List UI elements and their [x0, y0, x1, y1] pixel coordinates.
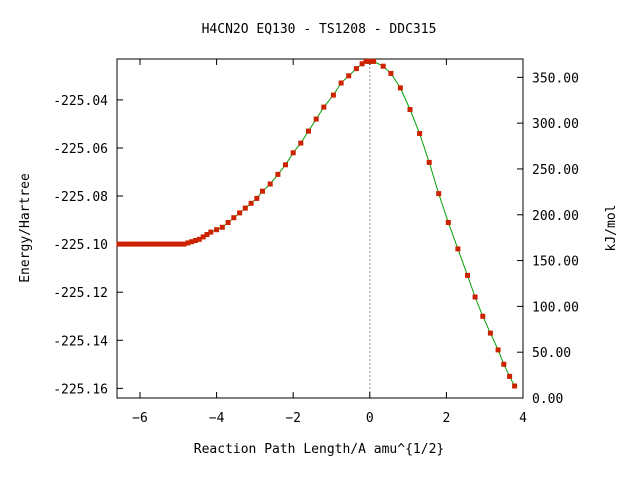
data-point-marker: [363, 58, 369, 64]
data-point-marker: [465, 272, 470, 278]
data-point-marker: [283, 162, 288, 168]
data-point-marker: [480, 313, 486, 319]
y-right-axis-label: kJ/mol: [604, 205, 619, 252]
data-point-marker: [445, 220, 451, 225]
data-point-marker: [290, 150, 296, 156]
x-tick-label: 0: [366, 411, 374, 426]
data-point-marker: [501, 361, 507, 367]
y-left-tick-label: -225.06: [53, 142, 108, 157]
data-point-marker: [231, 215, 237, 221]
y-left-axis-label: Energy/Hartree: [18, 173, 33, 283]
data-point-marker: [181, 241, 187, 247]
data-point-marker: [127, 241, 133, 247]
data-point-marker: [298, 140, 304, 146]
x-axis-label: Reaction Path Length/A amu^{1/2}: [194, 442, 444, 457]
y-right-tick-label: 350.00: [532, 71, 579, 86]
data-point-marker: [196, 236, 202, 242]
data-point-marker: [219, 224, 225, 230]
x-axis-ticks: −6 −4 −2 0 2 4: [132, 59, 527, 426]
data-point-marker: [254, 195, 260, 201]
data-point-marker: [346, 73, 352, 79]
plot-frame: [116, 58, 524, 399]
y-right-tick-label: 200.00: [532, 209, 579, 224]
data-point-marker: [353, 66, 359, 72]
data-point-marker: [359, 61, 365, 67]
data-point-marker: [170, 241, 175, 247]
data-point-marker: [225, 220, 231, 225]
data-point-marker: [507, 373, 513, 379]
data-point-marker: [120, 241, 126, 247]
data-point-marker: [487, 330, 493, 336]
data-point-marker: [267, 181, 273, 187]
y-left-axis-ticks: -225.04 -225.06 -225.08 -225.10 -225.12 -225.…: [53, 94, 123, 397]
data-point-marker: [407, 107, 413, 112]
data-point-marker: [306, 128, 311, 134]
energy-curve-line: [118, 60, 516, 387]
data-point-marker: [495, 347, 501, 353]
y-right-tick-label: 0.00: [532, 392, 563, 407]
x-tick-label: −6: [132, 411, 148, 426]
y-left-tick-label: -225.10: [53, 238, 108, 253]
data-point-marker: [248, 200, 254, 206]
data-point-marker: [330, 92, 336, 98]
data-point-marker: [177, 241, 183, 247]
data-point-marker: [154, 241, 160, 247]
x-tick-label: 4: [519, 411, 527, 426]
data-point-marker: [275, 171, 281, 177]
data-point-marker: [124, 241, 130, 247]
data-point-marker: [208, 229, 214, 235]
data-point-marker: [147, 241, 153, 247]
data-point-marker: [173, 241, 179, 247]
data-point-marker: [388, 70, 394, 76]
data-point-marker: [143, 241, 149, 247]
data-point-marker: [338, 80, 344, 86]
y-left-tick-label: -225.16: [53, 382, 108, 397]
y-left-tick-label: -225.14: [53, 334, 108, 349]
data-point-marker: [200, 234, 206, 240]
data-point-marker: [371, 58, 377, 64]
data-point-marker: [417, 131, 423, 136]
series-layer: [116, 58, 518, 389]
data-point-marker: [426, 159, 432, 165]
data-point-marker: [189, 239, 195, 245]
x-tick-label: −4: [209, 411, 225, 426]
data-point-marker: [166, 241, 172, 247]
y-right-tick-label: 250.00: [532, 163, 579, 178]
data-point-marker: [397, 85, 403, 91]
data-point-marker: [512, 383, 518, 389]
data-point-marker: [150, 241, 156, 247]
data-point-marker: [193, 238, 198, 243]
y-left-tick-label: -225.08: [53, 190, 108, 205]
data-point-marker: [131, 241, 137, 247]
data-point-marker: [321, 104, 327, 110]
data-point-marker: [237, 210, 243, 216]
data-point-marker: [162, 241, 168, 247]
data-point-marker: [116, 241, 122, 247]
data-point-marker: [436, 191, 442, 197]
y-left-tick-label: -225.04: [53, 94, 108, 109]
data-point-marker: [455, 246, 461, 252]
data-point-marker: [204, 232, 210, 237]
data-point-marker: [313, 116, 319, 122]
y-right-tick-label: 100.00: [532, 300, 579, 315]
y-left-tick-label: -225.12: [53, 286, 108, 301]
x-tick-label: −2: [285, 411, 301, 426]
data-point-marker: [260, 188, 265, 194]
y-right-tick-label: 50.00: [532, 346, 571, 361]
data-point-marker: [158, 241, 164, 247]
data-point-marker: [139, 241, 145, 247]
data-point-marker: [367, 58, 373, 64]
y-right-axis-ticks: 350.00 300.00 250.00 200.00 150.00 100.00 50.0…: [517, 71, 579, 407]
data-point-marker: [242, 205, 248, 211]
y-right-tick-label: 150.00: [532, 255, 579, 270]
chart-title: H4CN2O EQ130 - TS1208 - DDC315: [202, 22, 437, 37]
data-point-marker: [185, 240, 191, 246]
data-point-marker: [135, 241, 141, 247]
data-point-marker: [472, 294, 478, 300]
data-point-marker: [380, 63, 386, 69]
data-point-marker: [214, 227, 220, 233]
x-tick-label: 2: [442, 411, 450, 426]
y-right-tick-label: 300.00: [532, 117, 579, 132]
